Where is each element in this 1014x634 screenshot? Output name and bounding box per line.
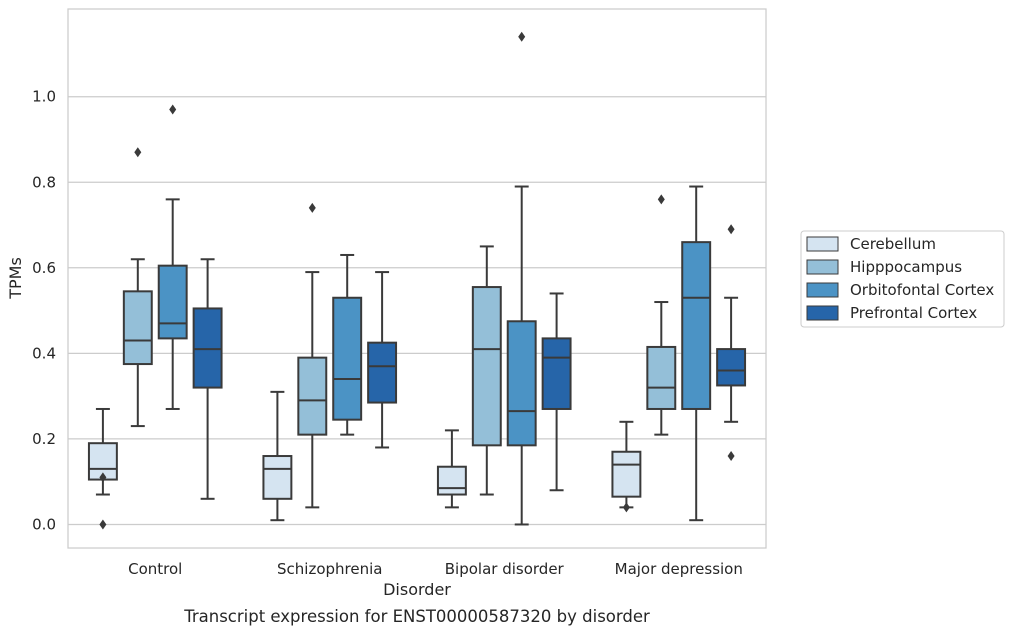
y-tick-labels: 0.0 0.2 0.4 0.6 0.8 1.0 <box>32 88 56 534</box>
box-body <box>297 356 328 436</box>
y-tick-label: 0.4 <box>32 344 56 362</box>
box-0-0 <box>87 407 118 530</box>
x-tick-labels: Control Schizophrenia Bipolar disorder Majo… <box>128 560 743 578</box>
legend-swatch <box>806 259 839 275</box>
y-tick-label: 0.0 <box>32 515 56 533</box>
outlier-point <box>622 502 630 513</box>
legend-swatch <box>806 236 839 252</box>
box-body <box>332 296 363 421</box>
box-body <box>471 286 502 447</box>
figure-caption: Transcript expression for ENST0000058732… <box>183 607 650 626</box>
box-plot-marks <box>87 31 747 530</box>
box-1-2 <box>471 245 502 496</box>
box-body <box>716 348 747 387</box>
legend-swatch <box>806 282 839 298</box>
y-tick-label: 0.8 <box>32 173 56 191</box>
box-body <box>436 465 467 496</box>
x-axis-label: Disorder <box>383 580 451 599</box>
x-tick-label: Schizophrenia <box>277 560 382 578</box>
box-0-3 <box>611 420 642 513</box>
box-2-2 <box>506 31 537 526</box>
y-tick-label: 0.6 <box>32 259 56 277</box>
box-1-3 <box>646 194 677 436</box>
box-3-3 <box>716 224 747 462</box>
box-body <box>367 341 398 404</box>
box-1-0 <box>122 147 153 428</box>
box-body <box>157 264 188 340</box>
box-body <box>681 241 712 410</box>
legend-label: Cerebellum <box>850 235 936 253</box>
x-tick-label: Control <box>128 560 182 578</box>
y-axis-label: TPMs <box>6 257 25 300</box>
legend-label: Orbitofontal Cortex <box>850 281 994 299</box>
legend: Cerebellum Hipppocampus Orbitofontal Corte… <box>800 230 1005 328</box>
box-2-3 <box>681 185 712 522</box>
legend-label: Hipppocampus <box>850 258 962 276</box>
outlier-point <box>169 104 177 115</box>
y-tick-label: 1.0 <box>32 88 56 106</box>
box-1-1 <box>297 202 328 509</box>
x-tick-label: Major depression <box>615 560 743 578</box>
box-body <box>506 320 537 447</box>
outlier-point <box>518 31 526 42</box>
box-0-2 <box>436 429 467 509</box>
box-2-0 <box>157 104 188 410</box>
box-3-1 <box>367 271 398 449</box>
outlier-point <box>99 519 107 530</box>
box-body <box>646 345 677 410</box>
box-3-0 <box>192 258 223 500</box>
outlier-point <box>727 451 735 462</box>
outlier-point <box>308 202 316 213</box>
box-2-1 <box>332 253 363 436</box>
legend-label: Prefrontal Cortex <box>850 304 977 322</box>
outlier-point <box>134 147 142 158</box>
outlier-point <box>99 472 107 483</box>
box-body <box>541 337 572 410</box>
box-body <box>611 450 642 498</box>
box-body <box>262 455 293 500</box>
box-0-1 <box>262 390 293 522</box>
legend-frame <box>800 230 1005 328</box>
box-3-2 <box>541 292 572 492</box>
y-tick-label: 0.2 <box>32 430 56 448</box>
box-body <box>192 307 223 389</box>
plot-frame <box>67 8 767 549</box>
x-tick-label: Bipolar disorder <box>445 560 565 578</box>
outlier-point <box>657 194 665 205</box>
outlier-point <box>727 224 735 235</box>
legend-swatch <box>806 305 839 321</box>
box-body <box>122 290 153 366</box>
